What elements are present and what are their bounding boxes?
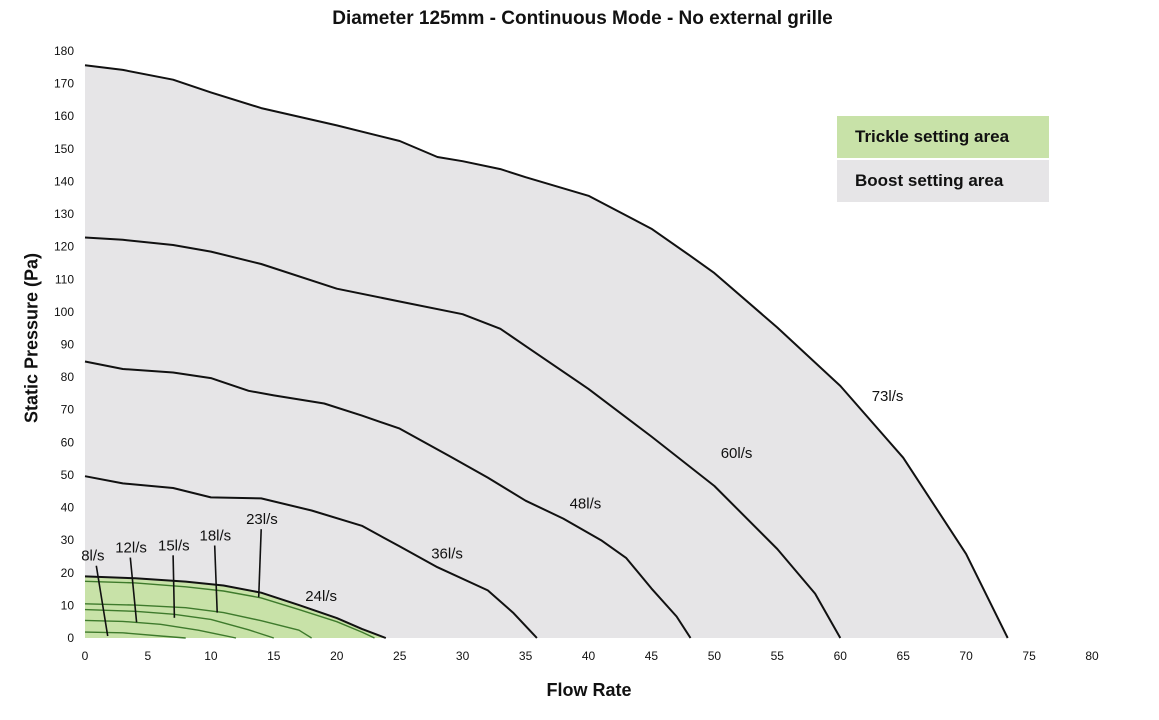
x-tick-label: 65 [897, 649, 911, 663]
curve-label: 36l/s [431, 545, 463, 562]
x-tick-label: 45 [645, 649, 659, 663]
y-tick-label: 170 [54, 77, 74, 91]
y-tick-label: 10 [61, 598, 75, 612]
label-leader-line [213, 545, 218, 613]
curve-label: 60l/s [721, 445, 753, 462]
x-tick-label: 60 [834, 649, 848, 663]
label-leader-line [172, 555, 176, 618]
x-tick-label: 10 [204, 649, 218, 663]
x-tick-label: 75 [1022, 649, 1036, 663]
y-tick-label: 100 [54, 305, 74, 319]
curve-label: 15l/s [158, 537, 190, 554]
y-axis-ticks: 0 10 20 30 40 50 60 70 80 90 100 110 120 130 140 150 160… [54, 44, 74, 645]
y-tick-label: 130 [54, 207, 74, 221]
x-tick-label: 70 [959, 649, 973, 663]
curve-labels: 73l/s 60l/s 48l/s 36l/s 24l/s 23l/s 18l/s 15l/s… [81, 388, 903, 605]
curve-label: 12l/s [115, 540, 147, 557]
y-tick-label: 50 [61, 468, 75, 482]
x-tick-label: 40 [582, 649, 596, 663]
curve-label: 48l/s [570, 496, 602, 513]
x-axis-ticks: 0 5 10 15 20 25 30 35 40 45 50 55 60 65 70 75 80 [82, 649, 1099, 663]
y-tick-label: 90 [61, 338, 75, 352]
y-tick-label: 40 [61, 501, 75, 515]
x-tick-label: 55 [771, 649, 785, 663]
x-tick-label: 30 [456, 649, 470, 663]
x-tick-label: 80 [1085, 649, 1099, 663]
y-tick-label: 60 [61, 435, 75, 449]
curve-label: 23l/s [246, 511, 278, 528]
y-tick-label: 80 [61, 370, 75, 384]
x-axis-label: Flow Rate [546, 680, 632, 700]
y-tick-label: 120 [54, 240, 74, 254]
y-tick-label: 160 [54, 109, 74, 123]
y-tick-label: 20 [61, 566, 75, 580]
curve-12l-s [84, 619, 237, 639]
curve-15l-s [84, 608, 275, 639]
curve-73l-s [84, 64, 1009, 639]
curve-36l-s [84, 475, 538, 639]
x-tick-label: 50 [708, 649, 722, 663]
curve-8l-s [84, 631, 186, 639]
label-leader-line [257, 529, 262, 598]
y-tick-label: 180 [54, 44, 74, 58]
y-tick-label: 0 [67, 631, 74, 645]
curve-label-leaders [95, 529, 262, 637]
x-tick-label: 25 [393, 649, 407, 663]
x-tick-label: 5 [145, 649, 152, 663]
boost-area [85, 65, 1008, 639]
x-tick-label: 15 [267, 649, 281, 663]
curve-23l-s [84, 580, 375, 639]
x-tick-label: 0 [82, 649, 89, 663]
curve-24l-s [84, 575, 387, 639]
x-tick-label: 20 [330, 649, 344, 663]
y-tick-label: 150 [54, 142, 74, 156]
setting-areas [85, 65, 1008, 639]
label-leader-line [95, 565, 109, 637]
y-tick-label: 30 [61, 533, 75, 547]
trickle-inner-lines [84, 580, 375, 639]
curve-label: 24l/s [305, 588, 337, 605]
chart-title: Diameter 125mm - Continuous Mode - No ex… [332, 8, 833, 29]
curve-label: 18l/s [200, 528, 232, 545]
curve-60l-s [84, 236, 842, 639]
curve-label: 8l/s [81, 548, 104, 565]
legend-item-boost: Boost setting area [837, 160, 1049, 202]
trickle-area [85, 576, 386, 638]
fan-curves [84, 64, 1009, 639]
y-tick-label: 140 [54, 174, 74, 188]
legend-item-trickle: Trickle setting area [837, 116, 1049, 158]
curve-48l-s [84, 360, 692, 639]
y-tick-label: 110 [55, 272, 74, 286]
y-tick-label: 70 [61, 403, 75, 417]
label-leader-line [129, 557, 138, 623]
legend: Trickle setting area Boost setting area [837, 116, 1049, 204]
curve-label: 73l/s [872, 388, 904, 405]
x-tick-label: 35 [519, 649, 533, 663]
